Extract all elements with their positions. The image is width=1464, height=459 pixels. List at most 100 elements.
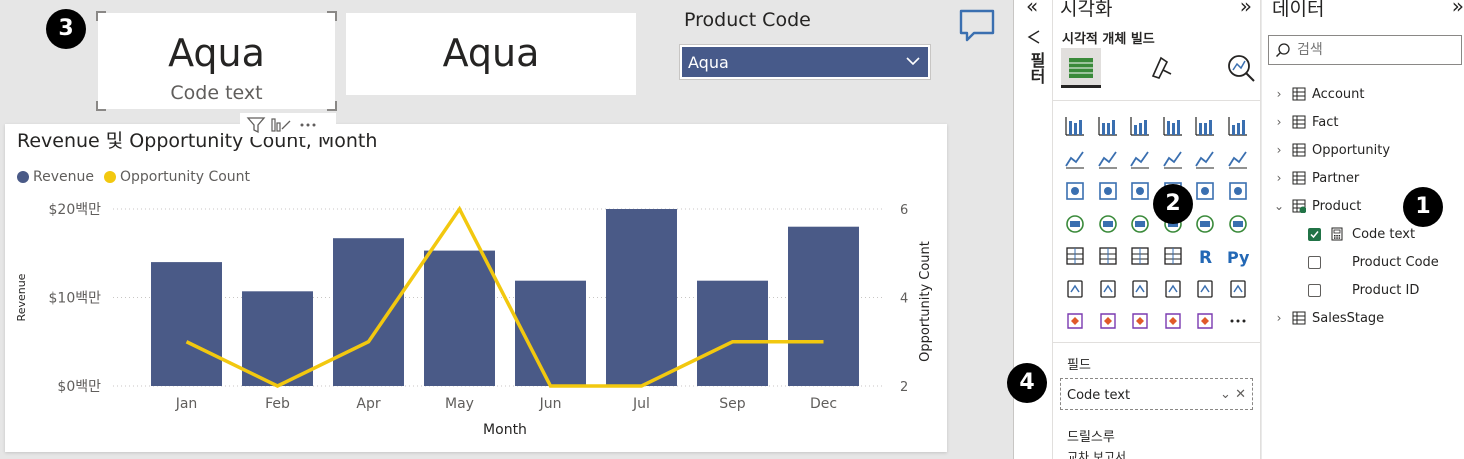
- 100-column-icon[interactable]: [1225, 113, 1251, 139]
- clustered-bar-icon[interactable]: [1127, 113, 1153, 139]
- field-well[interactable]: Code text ⌄ ✕: [1060, 378, 1253, 410]
- paginated-report-icon[interactable]: [1225, 276, 1251, 302]
- chevron-right-icon[interactable]: ›: [1276, 115, 1282, 129]
- search-input[interactable]: [1297, 40, 1447, 60]
- checkbox[interactable]: [1308, 227, 1321, 241]
- python-visual-glyph: Py: [1227, 248, 1249, 267]
- field-row-product-code[interactable]: Product Code: [1272, 248, 1462, 276]
- scatter-icon[interactable]: [1127, 178, 1153, 204]
- stacked-column-icon[interactable]: [1095, 113, 1121, 139]
- goals-icon[interactable]: [1192, 276, 1218, 302]
- filter-icon[interactable]: [246, 115, 266, 135]
- resize-handle[interactable]: [327, 11, 337, 21]
- chevron-right-icon[interactable]: ›: [1276, 171, 1282, 185]
- ribbon-chart-icon[interactable]: [1225, 146, 1251, 172]
- line-clustered-icon[interactable]: [1192, 146, 1218, 172]
- build-visual-tab[interactable]: [1061, 48, 1101, 88]
- arcgis-icon[interactable]: [1127, 308, 1153, 334]
- format-visual-tab[interactable]: [1141, 48, 1181, 88]
- decomposition-tree-glyph: [1099, 279, 1116, 298]
- card-icon[interactable]: [1192, 211, 1218, 237]
- resize-handle[interactable]: [327, 101, 337, 111]
- chevron-down-icon[interactable]: ⌄: [1220, 387, 1231, 402]
- chevron-icon[interactable]: [1192, 308, 1218, 334]
- legend-item-revenue[interactable]: Revenue: [17, 169, 94, 185]
- narrative-icon[interactable]: [1160, 276, 1186, 302]
- kpi-icon[interactable]: [1062, 243, 1088, 269]
- decomposition-tree-icon[interactable]: [1095, 276, 1121, 302]
- chevron-right-icon[interactable]: ›: [1276, 143, 1282, 157]
- azure-map-icon[interactable]: [1127, 211, 1153, 237]
- card-visual-selected[interactable]: Aqua Code text: [96, 11, 337, 111]
- more-options-icon[interactable]: [296, 115, 320, 135]
- expand-icon[interactable]: »: [1451, 0, 1464, 18]
- filled-map-icon[interactable]: [1095, 211, 1121, 237]
- map-icon[interactable]: [1062, 211, 1088, 237]
- legend-item-opportunity-count[interactable]: Opportunity Count: [103, 169, 250, 185]
- chart-legend: Revenue Opportunity Count: [17, 169, 260, 185]
- checkbox[interactable]: [1308, 255, 1321, 269]
- power-apps-icon[interactable]: [1062, 308, 1088, 334]
- python-visual-icon[interactable]: Py: [1225, 243, 1251, 269]
- collapse-icon[interactable]: «: [1026, 0, 1039, 18]
- remove-icon[interactable]: ✕: [1235, 387, 1246, 402]
- table-row-account[interactable]: › Account: [1272, 80, 1462, 108]
- qa-icon[interactable]: [1127, 276, 1153, 302]
- pane-title: 데이터: [1272, 0, 1325, 20]
- step-badge-1: 1: [1403, 187, 1443, 227]
- table-icon: [1292, 171, 1306, 185]
- matrix-icon[interactable]: [1160, 243, 1186, 269]
- chevron-right-icon[interactable]: ›: [1276, 87, 1282, 101]
- azure-map-glyph: [1131, 214, 1149, 233]
- clustered-bar-glyph: [1130, 117, 1149, 136]
- stacked-bar-icon[interactable]: [1062, 113, 1088, 139]
- more-visuals-icon[interactable]: [1225, 308, 1251, 334]
- funnel-icon[interactable]: [1095, 178, 1121, 204]
- slicer-icon[interactable]: [1095, 243, 1121, 269]
- step-badge-4: 4: [1007, 363, 1047, 403]
- 100-bar-icon[interactable]: [1192, 113, 1218, 139]
- analytics-tab[interactable]: [1221, 48, 1261, 88]
- arcgis-glyph: [1132, 313, 1148, 329]
- slicer-dropdown[interactable]: Aqua: [679, 44, 931, 80]
- power-automate-icon[interactable]: [1095, 308, 1121, 334]
- field-row-product-id[interactable]: Product ID: [1272, 276, 1462, 304]
- donut-glyph: [1196, 182, 1214, 200]
- combo-chart[interactable]: Revenue 및 Opportunity Count, Month Reven…: [5, 124, 947, 452]
- checkbox[interactable]: [1308, 283, 1321, 297]
- area-chart-icon[interactable]: [1095, 146, 1121, 172]
- stacked-area-icon[interactable]: [1127, 146, 1153, 172]
- line-column-icon[interactable]: [1160, 146, 1186, 172]
- table-icon[interactable]: [1127, 243, 1153, 269]
- checkmark-icon: [1310, 230, 1319, 238]
- field-name: Code text: [1352, 226, 1416, 242]
- line-chart-icon[interactable]: [1062, 146, 1088, 172]
- table-name: Fact: [1312, 114, 1339, 130]
- x-tick-label: Apr: [356, 396, 380, 412]
- table-row-opportunity[interactable]: › Opportunity: [1272, 136, 1462, 164]
- expand-icon[interactable]: »: [1239, 0, 1252, 18]
- diamond-icon[interactable]: [1160, 308, 1186, 334]
- treemap-icon[interactable]: [1225, 178, 1251, 204]
- divider: [1053, 342, 1260, 343]
- table-row-fact[interactable]: › Fact: [1272, 108, 1462, 136]
- table-row-salesstage[interactable]: › SalesStage: [1272, 304, 1462, 332]
- narrative-glyph: [1164, 279, 1181, 298]
- chevron-right-icon[interactable]: ›: [1276, 311, 1282, 325]
- waterfall-icon[interactable]: [1062, 178, 1088, 204]
- multirow-card-icon[interactable]: [1225, 211, 1251, 237]
- resize-handle[interactable]: [96, 101, 106, 111]
- donut-icon[interactable]: [1192, 178, 1218, 204]
- focus-mode-icon[interactable]: [270, 115, 292, 135]
- comment-icon[interactable]: [958, 8, 996, 44]
- 100-column-glyph: [1227, 117, 1247, 136]
- table-row-product[interactable]: ⌄ Product: [1272, 192, 1462, 220]
- resize-handle[interactable]: [96, 11, 106, 21]
- r-visual-icon[interactable]: R: [1192, 243, 1218, 269]
- card-visual[interactable]: Aqua: [346, 13, 636, 95]
- field-row-code-text[interactable]: Code text: [1272, 220, 1462, 248]
- table-row-partner[interactable]: › Partner: [1272, 164, 1462, 192]
- chevron-down-icon[interactable]: ⌄: [1273, 199, 1285, 213]
- key-influencers-icon[interactable]: [1062, 276, 1088, 302]
- clustered-column-icon[interactable]: [1160, 113, 1186, 139]
